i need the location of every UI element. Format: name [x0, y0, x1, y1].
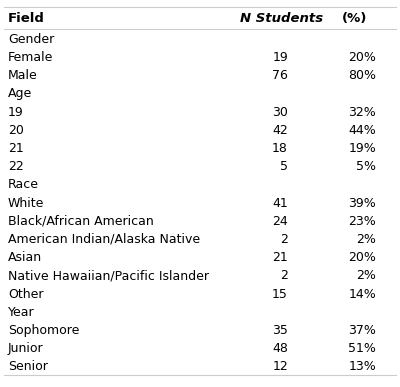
Text: 2%: 2%: [356, 269, 376, 283]
Text: Female: Female: [8, 51, 53, 64]
Text: 20%: 20%: [348, 51, 376, 64]
Text: 21: 21: [8, 142, 24, 155]
Text: 35: 35: [272, 324, 288, 337]
Text: Year: Year: [8, 306, 35, 319]
Text: 2%: 2%: [356, 233, 376, 246]
Text: 48: 48: [272, 342, 288, 355]
Text: (%): (%): [342, 12, 367, 26]
Text: 13%: 13%: [348, 360, 376, 373]
Text: 32%: 32%: [348, 106, 376, 119]
Text: 19: 19: [8, 106, 24, 119]
Text: Gender: Gender: [8, 33, 54, 46]
Text: 39%: 39%: [348, 197, 376, 210]
Text: Junior: Junior: [8, 342, 44, 355]
Text: 2: 2: [280, 233, 288, 246]
Text: Male: Male: [8, 69, 38, 82]
Text: 5: 5: [280, 160, 288, 173]
Text: N Students: N Students: [240, 12, 323, 26]
Text: 30: 30: [272, 106, 288, 119]
Text: 42: 42: [272, 124, 288, 137]
Text: 80%: 80%: [348, 69, 376, 82]
Text: 22: 22: [8, 160, 24, 173]
Text: 2: 2: [280, 269, 288, 283]
Text: American Indian/Alaska Native: American Indian/Alaska Native: [8, 233, 200, 246]
Text: 18: 18: [272, 142, 288, 155]
Text: 20: 20: [8, 124, 24, 137]
Text: 20%: 20%: [348, 251, 376, 264]
Text: 23%: 23%: [348, 215, 376, 228]
Text: Field: Field: [8, 12, 45, 26]
Text: Sophomore: Sophomore: [8, 324, 79, 337]
Text: 37%: 37%: [348, 324, 376, 337]
Text: Race: Race: [8, 178, 39, 192]
Text: 24: 24: [272, 215, 288, 228]
Text: 19%: 19%: [348, 142, 376, 155]
Text: Black/African American: Black/African American: [8, 215, 154, 228]
Text: 51%: 51%: [348, 342, 376, 355]
Text: 14%: 14%: [348, 288, 376, 301]
Text: 19: 19: [272, 51, 288, 64]
Text: Native Hawaiian/Pacific Islander: Native Hawaiian/Pacific Islander: [8, 269, 209, 283]
Text: Other: Other: [8, 288, 44, 301]
Text: 21: 21: [272, 251, 288, 264]
Text: White: White: [8, 197, 44, 210]
Text: 5%: 5%: [356, 160, 376, 173]
Text: 44%: 44%: [348, 124, 376, 137]
Text: Asian: Asian: [8, 251, 42, 264]
Text: 76: 76: [272, 69, 288, 82]
Text: Senior: Senior: [8, 360, 48, 373]
Text: 41: 41: [272, 197, 288, 210]
Text: 15: 15: [272, 288, 288, 301]
Text: Age: Age: [8, 87, 32, 101]
Text: 12: 12: [272, 360, 288, 373]
